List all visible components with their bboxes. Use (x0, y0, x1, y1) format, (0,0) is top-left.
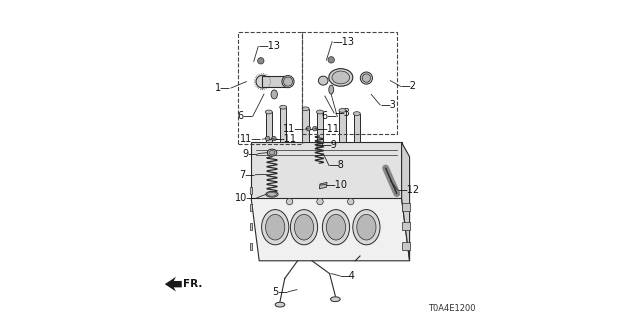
Text: —13: —13 (259, 41, 280, 52)
Ellipse shape (271, 90, 278, 99)
Polygon shape (165, 277, 182, 292)
Bar (266, 112, 272, 142)
Text: —12: —12 (397, 185, 420, 195)
Ellipse shape (266, 191, 278, 197)
Text: —2: —2 (401, 81, 417, 92)
Text: 6—: 6— (237, 111, 253, 121)
Ellipse shape (362, 74, 371, 82)
Text: 7—: 7— (239, 170, 255, 180)
Bar (262, 76, 288, 87)
Ellipse shape (331, 297, 340, 301)
Polygon shape (251, 198, 410, 261)
Ellipse shape (294, 214, 314, 240)
Text: —11: —11 (275, 134, 296, 144)
Polygon shape (402, 142, 410, 261)
Text: 5—: 5— (272, 287, 288, 297)
Text: T0A4E1200: T0A4E1200 (428, 304, 475, 313)
Ellipse shape (317, 110, 323, 114)
Ellipse shape (329, 68, 353, 86)
Ellipse shape (360, 72, 372, 84)
Bar (317, 112, 323, 142)
Bar (302, 32, 397, 134)
Polygon shape (319, 182, 327, 189)
Bar (354, 114, 360, 142)
Ellipse shape (266, 110, 273, 114)
Text: FR.: FR. (184, 279, 203, 289)
Ellipse shape (269, 150, 275, 155)
Ellipse shape (262, 210, 289, 245)
Ellipse shape (256, 75, 269, 88)
Ellipse shape (284, 77, 292, 86)
Bar (280, 107, 287, 142)
Ellipse shape (353, 210, 380, 245)
Text: 11—: 11— (283, 124, 305, 134)
Ellipse shape (291, 210, 317, 245)
Polygon shape (317, 142, 323, 148)
Circle shape (328, 57, 334, 63)
Ellipse shape (339, 108, 346, 112)
Bar (302, 109, 308, 142)
Ellipse shape (268, 149, 277, 156)
Bar (402, 222, 410, 230)
Circle shape (257, 58, 264, 64)
Bar (250, 223, 252, 230)
Ellipse shape (282, 76, 294, 88)
Circle shape (265, 136, 270, 141)
Text: —11: —11 (317, 124, 339, 134)
Bar (402, 242, 410, 250)
Bar (250, 243, 252, 250)
Text: —4: —4 (340, 271, 356, 281)
Circle shape (348, 198, 354, 205)
Circle shape (317, 198, 323, 205)
Text: 1—: 1— (215, 83, 231, 93)
Text: —13: —13 (332, 36, 354, 47)
Ellipse shape (266, 214, 285, 240)
Text: 10—: 10— (235, 193, 257, 203)
Text: —9: —9 (322, 140, 337, 150)
Circle shape (287, 198, 293, 205)
Text: 9—: 9— (242, 148, 258, 159)
Text: —8: —8 (329, 160, 345, 171)
Ellipse shape (319, 76, 328, 85)
Ellipse shape (323, 210, 349, 245)
Ellipse shape (275, 302, 285, 307)
Text: —3: —3 (380, 100, 396, 110)
Ellipse shape (326, 214, 346, 240)
Circle shape (312, 126, 317, 131)
Ellipse shape (280, 105, 287, 109)
Bar (402, 203, 410, 211)
Ellipse shape (268, 192, 276, 196)
Ellipse shape (302, 107, 309, 111)
Bar (250, 187, 252, 194)
Polygon shape (251, 142, 402, 198)
Bar (339, 110, 346, 142)
Text: 6—: 6— (321, 111, 337, 122)
Ellipse shape (329, 85, 333, 94)
Circle shape (307, 126, 311, 131)
Ellipse shape (353, 112, 360, 116)
Bar (250, 204, 252, 211)
Ellipse shape (357, 214, 376, 240)
Text: —3: —3 (334, 108, 350, 118)
Ellipse shape (332, 71, 349, 84)
Text: —10: —10 (326, 180, 348, 190)
Bar (239, 32, 302, 144)
Circle shape (271, 136, 276, 141)
Text: 11—: 11— (241, 134, 262, 144)
